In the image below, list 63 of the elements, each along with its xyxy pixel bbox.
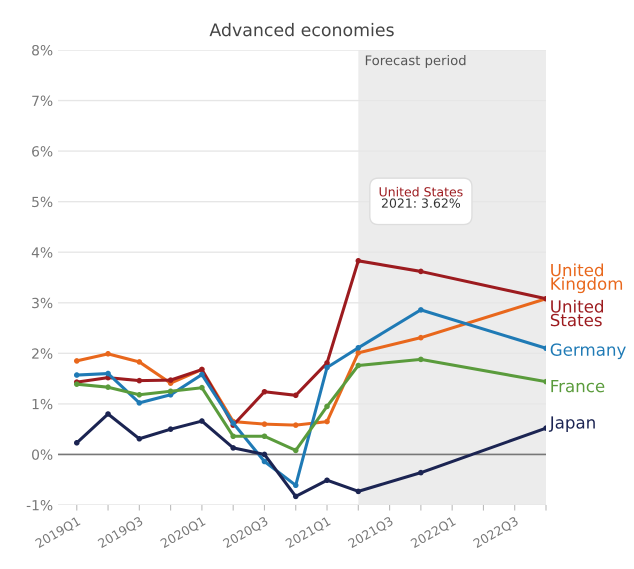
point	[105, 351, 111, 357]
point	[356, 488, 362, 494]
point	[324, 477, 330, 484]
chart-title: Advanced economies	[210, 22, 394, 36]
point	[74, 440, 80, 446]
point	[262, 452, 268, 458]
point	[262, 421, 268, 427]
series-label: United Kingdom	[551, 263, 622, 294]
point	[74, 358, 80, 364]
series-label: France	[551, 380, 604, 392]
point	[418, 470, 424, 476]
point	[292, 482, 299, 488]
point	[292, 448, 299, 454]
point	[199, 372, 205, 378]
point	[356, 344, 362, 351]
series-label: Japan	[548, 416, 595, 432]
point	[418, 307, 424, 313]
point	[356, 350, 362, 356]
point	[262, 458, 268, 464]
point	[356, 362, 362, 368]
point	[105, 370, 111, 376]
point	[168, 426, 174, 432]
point	[136, 400, 142, 406]
series-label: United States	[550, 300, 603, 326]
y-tick-label: 4%	[32, 247, 52, 258]
point	[168, 388, 174, 394]
point	[230, 433, 236, 440]
point	[262, 433, 268, 440]
y-tick-label: 0%	[32, 449, 52, 460]
point	[136, 392, 142, 398]
y-tick-label: 8%	[32, 44, 52, 56]
y-tick-label: 5%	[32, 196, 52, 208]
point	[199, 418, 205, 424]
point	[136, 436, 142, 442]
point	[292, 494, 299, 500]
point	[292, 392, 299, 398]
point	[74, 372, 80, 378]
point	[292, 422, 299, 428]
point	[105, 411, 111, 417]
point	[418, 334, 424, 340]
point	[168, 377, 174, 383]
y-tick-label: 2%	[32, 348, 52, 359]
series-label: Germany	[550, 343, 626, 360]
point	[105, 384, 111, 390]
point	[262, 388, 268, 395]
point	[136, 359, 142, 365]
point	[324, 404, 330, 410]
point	[418, 268, 424, 274]
y-tick-label: -1%	[26, 500, 52, 510]
point	[136, 378, 142, 384]
y-tick-label: 6%	[32, 146, 52, 157]
y-tick-label: 3%	[32, 298, 52, 308]
annotation: United States	[380, 186, 463, 197]
point	[324, 418, 330, 424]
point	[418, 356, 424, 362]
point	[199, 384, 205, 390]
point	[356, 258, 362, 264]
annotation: Forecast period	[366, 55, 466, 68]
point	[230, 445, 236, 451]
point	[324, 364, 330, 370]
y-tick-label: 1%	[32, 398, 52, 410]
annotation: 2021: 3.62%	[382, 198, 460, 208]
y-tick-label: 7%	[32, 96, 52, 106]
